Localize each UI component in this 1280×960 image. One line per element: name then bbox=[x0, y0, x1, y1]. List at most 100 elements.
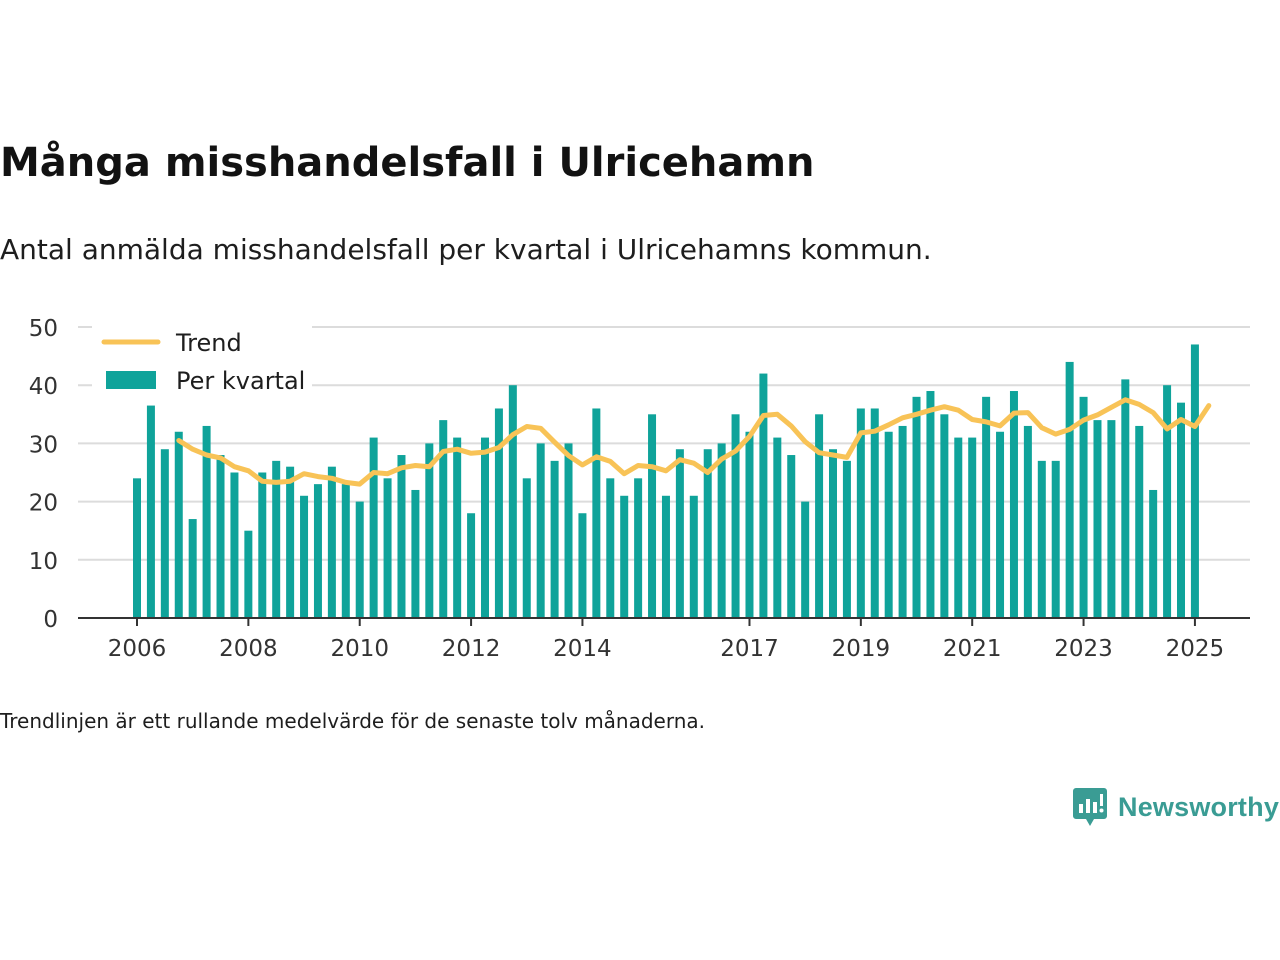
bar bbox=[675, 449, 684, 618]
bar bbox=[286, 466, 295, 618]
x-tick-label: 2019 bbox=[832, 636, 891, 662]
bar bbox=[1107, 420, 1116, 618]
bar bbox=[898, 425, 907, 618]
bar bbox=[787, 455, 796, 618]
bar bbox=[133, 478, 141, 618]
bar bbox=[1079, 396, 1088, 618]
y-tick-label: 50 bbox=[29, 316, 58, 342]
legend: Trend Per kvartal bbox=[92, 326, 312, 401]
legend-trend-label: Trend bbox=[175, 329, 242, 357]
bar bbox=[870, 408, 879, 618]
bar bbox=[1037, 460, 1046, 618]
bar bbox=[244, 530, 253, 618]
bar bbox=[216, 455, 225, 618]
chart-title: Många misshandelsfall i Ulricehamn bbox=[0, 140, 815, 186]
newsworthy-logo[interactable]: Newsworthy bbox=[1072, 786, 1279, 828]
brand-name: Newsworthy bbox=[1118, 791, 1280, 822]
bar bbox=[1149, 489, 1158, 618]
bar bbox=[481, 437, 489, 618]
bar bbox=[1121, 379, 1130, 618]
bar bbox=[355, 501, 364, 618]
bar bbox=[536, 443, 545, 618]
bar bbox=[703, 449, 712, 618]
bar bbox=[439, 420, 448, 618]
bar bbox=[815, 414, 824, 618]
x-tick-label: 2012 bbox=[442, 636, 501, 662]
x-tick-label: 2021 bbox=[943, 636, 1002, 662]
bar bbox=[146, 405, 155, 618]
y-tick-label: 10 bbox=[29, 549, 58, 575]
x-tick-label: 2025 bbox=[1166, 636, 1225, 662]
bar bbox=[996, 431, 1005, 618]
bar bbox=[1009, 391, 1018, 618]
legend-bar-swatch bbox=[106, 371, 156, 389]
bar bbox=[313, 484, 322, 618]
bar bbox=[829, 449, 837, 618]
bar bbox=[606, 478, 615, 618]
bar bbox=[258, 472, 267, 618]
chart: 0 10 20 30 40 50 2006 2008 2010 2012 2014 2017 2019… bbox=[29, 316, 1250, 662]
chart-subtitle: Antal anmälda misshandelsfall per kvarta… bbox=[0, 233, 932, 266]
bar bbox=[494, 408, 503, 618]
bar bbox=[272, 460, 281, 618]
bar bbox=[578, 513, 587, 618]
bar bbox=[592, 408, 601, 618]
bar bbox=[884, 431, 893, 618]
bar bbox=[550, 460, 559, 618]
bar bbox=[174, 431, 183, 618]
bar bbox=[1177, 402, 1185, 618]
bar bbox=[369, 437, 378, 618]
bar bbox=[717, 443, 726, 618]
bar bbox=[745, 431, 754, 618]
bar bbox=[940, 414, 949, 618]
bar bbox=[397, 455, 406, 618]
x-tick-label: 2014 bbox=[553, 636, 612, 662]
bar bbox=[1051, 460, 1060, 618]
bar bbox=[1135, 425, 1144, 618]
bar bbox=[1023, 425, 1032, 618]
bar bbox=[1190, 344, 1199, 618]
y-tick-label: 30 bbox=[29, 432, 58, 458]
bar bbox=[856, 408, 865, 618]
bar bbox=[383, 478, 392, 618]
bar bbox=[327, 466, 336, 618]
bar bbox=[522, 478, 531, 618]
bar bbox=[425, 443, 434, 618]
x-tick-label: 2006 bbox=[108, 636, 167, 662]
bar bbox=[689, 495, 698, 618]
y-axis: 0 10 20 30 40 50 bbox=[29, 316, 58, 633]
bar bbox=[300, 495, 309, 618]
bar bbox=[842, 460, 851, 618]
x-tick-label: 2008 bbox=[219, 636, 278, 662]
bar bbox=[188, 519, 197, 618]
bar bbox=[634, 478, 643, 618]
bar-series bbox=[133, 344, 1199, 618]
bar bbox=[564, 443, 573, 618]
x-tick-label: 2010 bbox=[330, 636, 389, 662]
bar bbox=[341, 484, 350, 618]
bar bbox=[759, 373, 768, 618]
trend-line bbox=[176, 397, 1212, 487]
bar bbox=[912, 396, 921, 618]
bar bbox=[1093, 420, 1102, 618]
bar bbox=[1163, 385, 1172, 618]
bar bbox=[230, 472, 239, 618]
bar bbox=[411, 489, 420, 618]
bar bbox=[453, 437, 462, 618]
bar bbox=[620, 495, 629, 618]
x-tick-label: 2023 bbox=[1054, 636, 1113, 662]
bar bbox=[648, 414, 657, 618]
bar bbox=[982, 396, 991, 618]
bar bbox=[467, 513, 476, 618]
bar bbox=[801, 501, 810, 618]
legend-bar-label: Per kvartal bbox=[176, 367, 305, 395]
chart-footnote: Trendlinjen är ett rullande medelvärde f… bbox=[0, 709, 706, 733]
y-tick-label: 40 bbox=[29, 374, 58, 400]
newsworthy-logo-icon bbox=[1073, 788, 1107, 826]
x-tick-label: 2017 bbox=[720, 636, 779, 662]
y-tick-label: 0 bbox=[43, 607, 58, 633]
bar bbox=[1065, 361, 1074, 618]
bar bbox=[926, 391, 935, 618]
bar bbox=[508, 385, 517, 618]
bar bbox=[661, 495, 670, 618]
